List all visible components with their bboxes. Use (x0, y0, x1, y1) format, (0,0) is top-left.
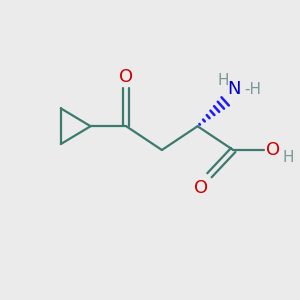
Text: O: O (194, 179, 208, 197)
Text: H: H (217, 73, 229, 88)
Text: -H: -H (244, 82, 261, 97)
Text: N: N (227, 80, 241, 98)
Text: O: O (119, 68, 133, 86)
Text: O: O (266, 141, 280, 159)
Text: H: H (283, 150, 294, 165)
